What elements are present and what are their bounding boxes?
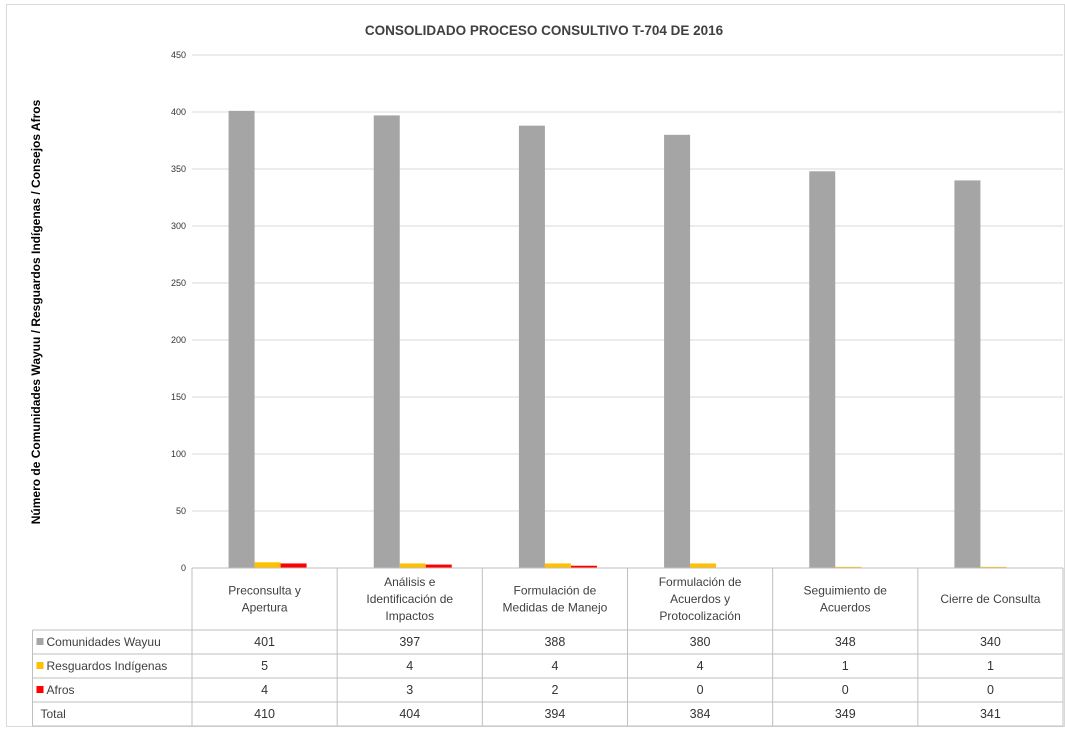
bar-comunidades-wayuu <box>664 134 691 569</box>
category-label: Análisis e <box>384 575 436 589</box>
bar-resguardos-indigenas <box>254 562 281 568</box>
bar-comunidades-wayuu <box>518 125 545 569</box>
data-label: 0 <box>697 683 704 697</box>
data-table: Preconsulta y Apertura Análisis e Identific… <box>32 567 1064 727</box>
data-label: 5 <box>261 659 268 673</box>
bar-resguardos-indigenas <box>835 566 862 568</box>
data-label: 4 <box>406 659 413 673</box>
data-label: 4 <box>551 659 558 673</box>
y-tick-label: 350 <box>171 164 186 174</box>
y-tick-label: 50 <box>176 506 186 516</box>
y-tick-label: 450 <box>171 50 186 60</box>
bar-resguardos-indigenas <box>690 563 717 568</box>
category-label: Impactos <box>385 609 434 623</box>
category-label: Preconsulta y <box>228 584 301 598</box>
category-label: Acuerdos y <box>670 592 730 606</box>
y-tick-label: 100 <box>171 449 186 459</box>
data-label: 404 <box>399 707 420 721</box>
y-tick-label: 300 <box>171 221 186 231</box>
y-tick-label: 200 <box>171 335 186 345</box>
data-label: 1 <box>842 659 849 673</box>
y-tick-label: 400 <box>171 107 186 117</box>
data-label: 349 <box>835 707 856 721</box>
category-label: Cierre de Consulta <box>940 592 1040 606</box>
data-label: 394 <box>544 707 565 721</box>
data-label: 4 <box>261 683 268 697</box>
legend-key <box>36 686 44 693</box>
bars <box>228 110 1007 569</box>
category-label: Protocolización <box>659 609 740 623</box>
y-axis-label: Número de Comunidades Wayuu / Resguardos… <box>29 99 43 524</box>
data-label: 410 <box>254 707 275 721</box>
category-label: Formulación de <box>514 584 597 598</box>
legend-entry: Afros <box>47 683 75 697</box>
data-label: 341 <box>980 707 1001 721</box>
y-tick-label: 0 <box>181 563 186 573</box>
data-label: 380 <box>690 635 711 649</box>
category-label: Apertura <box>242 601 288 615</box>
data-label: 4 <box>697 659 704 673</box>
bar-resguardos-indigenas <box>980 566 1007 568</box>
bar-comunidades-wayuu <box>954 180 981 568</box>
data-label: 0 <box>842 683 849 697</box>
data-label: 397 <box>399 635 420 649</box>
category-label: Seguimiento de <box>804 584 888 598</box>
data-label: 348 <box>835 635 856 649</box>
bar-afros <box>570 565 597 568</box>
data-label: 0 <box>987 683 994 697</box>
category-label: Medidas de Manejo <box>503 601 608 615</box>
bar-resguardos-indigenas <box>544 563 571 568</box>
data-label: 388 <box>544 635 565 649</box>
bar-afros <box>280 563 307 568</box>
bar-comunidades-wayuu <box>228 110 255 569</box>
bar-comunidades-wayuu <box>373 115 400 569</box>
legend-entry: Total <box>41 707 66 721</box>
legend-key <box>36 638 44 645</box>
y-tick-label: 150 <box>171 392 186 402</box>
bar-resguardos-indigenas <box>399 563 426 568</box>
data-label: 1 <box>987 659 994 673</box>
bar-afros <box>425 564 452 568</box>
data-label: 2 <box>551 683 558 697</box>
category-label: Identificación de <box>366 592 453 606</box>
legend-entry: Comunidades Wayuu <box>47 635 161 649</box>
data-label: 401 <box>254 635 275 649</box>
category-label: Formulación de <box>659 575 742 589</box>
chart-title: CONSOLIDADO PROCESO CONSULTIVO T-704 DE … <box>365 23 724 38</box>
data-label: 384 <box>690 707 711 721</box>
data-label: 3 <box>406 683 413 697</box>
data-label: 340 <box>980 635 1001 649</box>
legend-key <box>36 662 44 669</box>
legend-entry: Resguardos Indígenas <box>47 659 168 673</box>
y-tick-label: 250 <box>171 278 186 288</box>
y-axis-ticks: 0 50 100 150 200 250 300 350 400 450 <box>171 50 186 573</box>
bar-comunidades-wayuu <box>809 171 836 568</box>
category-label: Acuerdos <box>820 601 871 615</box>
